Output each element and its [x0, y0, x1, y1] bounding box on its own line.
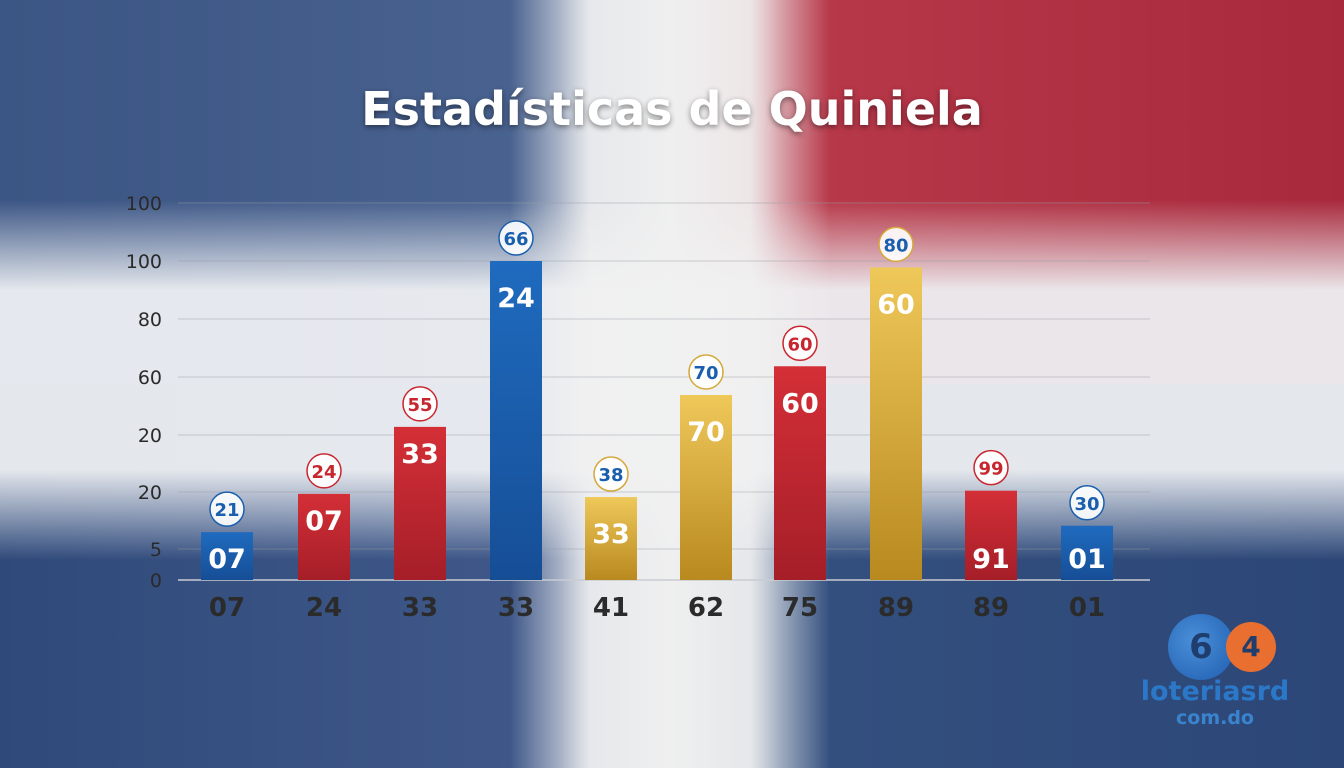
- badge-label: 70: [693, 363, 718, 384]
- badge-label: 38: [598, 465, 623, 486]
- x-tick-label: 33: [498, 593, 534, 623]
- bar-label: 60: [877, 289, 915, 320]
- bar: [201, 532, 253, 580]
- value-badge: [498, 220, 534, 256]
- bar: [585, 497, 637, 580]
- bar: [680, 394, 732, 580]
- y-tick-label: 100: [126, 251, 162, 273]
- x-tick-label: 89: [973, 593, 1009, 623]
- bar-label: 01: [1068, 544, 1106, 575]
- x-tick-label: 01: [1069, 593, 1105, 623]
- value-badge: [209, 491, 245, 527]
- y-tick-label: 80: [138, 309, 162, 331]
- x-tick-label: 24: [306, 593, 342, 623]
- y-tick-label: 20: [138, 482, 162, 504]
- x-tick-label: 33: [402, 593, 438, 623]
- badge-label: 30: [1074, 494, 1099, 515]
- value-badge: [593, 456, 629, 492]
- value-badge: [782, 325, 818, 362]
- x-tick-label: 07: [209, 593, 245, 623]
- y-tick-label: 5: [150, 539, 162, 561]
- loteriasrd-logo: 6 4 loteriasrd com.do: [1140, 612, 1300, 737]
- y-tick-label: 0: [150, 570, 162, 592]
- logo-domain: com.do: [1176, 707, 1254, 729]
- bar-label: 33: [592, 519, 630, 550]
- x-tick-label: 89: [878, 593, 914, 623]
- bar: [490, 261, 542, 580]
- badge-label: 24: [311, 462, 336, 483]
- y-tick-label: 60: [138, 367, 162, 389]
- badge-label: 99: [978, 459, 1003, 480]
- badge-label: 66: [503, 229, 528, 250]
- y-tick-label: 20: [138, 425, 162, 447]
- bar: [774, 366, 826, 580]
- value-badge: [1069, 485, 1105, 521]
- bar: [870, 267, 922, 580]
- y-tick-label: 100: [126, 193, 162, 215]
- bar-label: 07: [208, 544, 246, 575]
- logo-ball-4: 4: [1226, 622, 1276, 672]
- bar-label: 24: [497, 283, 535, 314]
- bar: [1061, 525, 1113, 580]
- bar-label: 60: [781, 388, 819, 419]
- bar: [298, 493, 350, 580]
- bar-label: 70: [687, 417, 725, 448]
- x-tick-label: 75: [782, 593, 818, 623]
- logo-ball-6: 6: [1168, 614, 1234, 680]
- value-badge: [878, 226, 914, 263]
- badge-label: 21: [214, 500, 239, 521]
- logo-name: loteriasrd: [1140, 676, 1290, 707]
- bar: [394, 426, 446, 580]
- x-tick-label: 41: [593, 593, 629, 623]
- bar: [965, 490, 1017, 580]
- value-badge: [306, 453, 342, 489]
- bar-label: 07: [305, 506, 343, 537]
- chart-title: Estadísticas de Quiniela: [361, 82, 983, 136]
- value-badge: [688, 354, 724, 390]
- bar-label: 33: [401, 439, 439, 470]
- value-badge: [973, 449, 1009, 486]
- badge-label: 60: [787, 334, 812, 355]
- bar-label: 91: [972, 544, 1010, 575]
- badge-label: 80: [883, 235, 908, 256]
- badge-label: 55: [407, 395, 432, 416]
- value-badge: [402, 386, 438, 422]
- x-tick-label: 62: [688, 593, 724, 623]
